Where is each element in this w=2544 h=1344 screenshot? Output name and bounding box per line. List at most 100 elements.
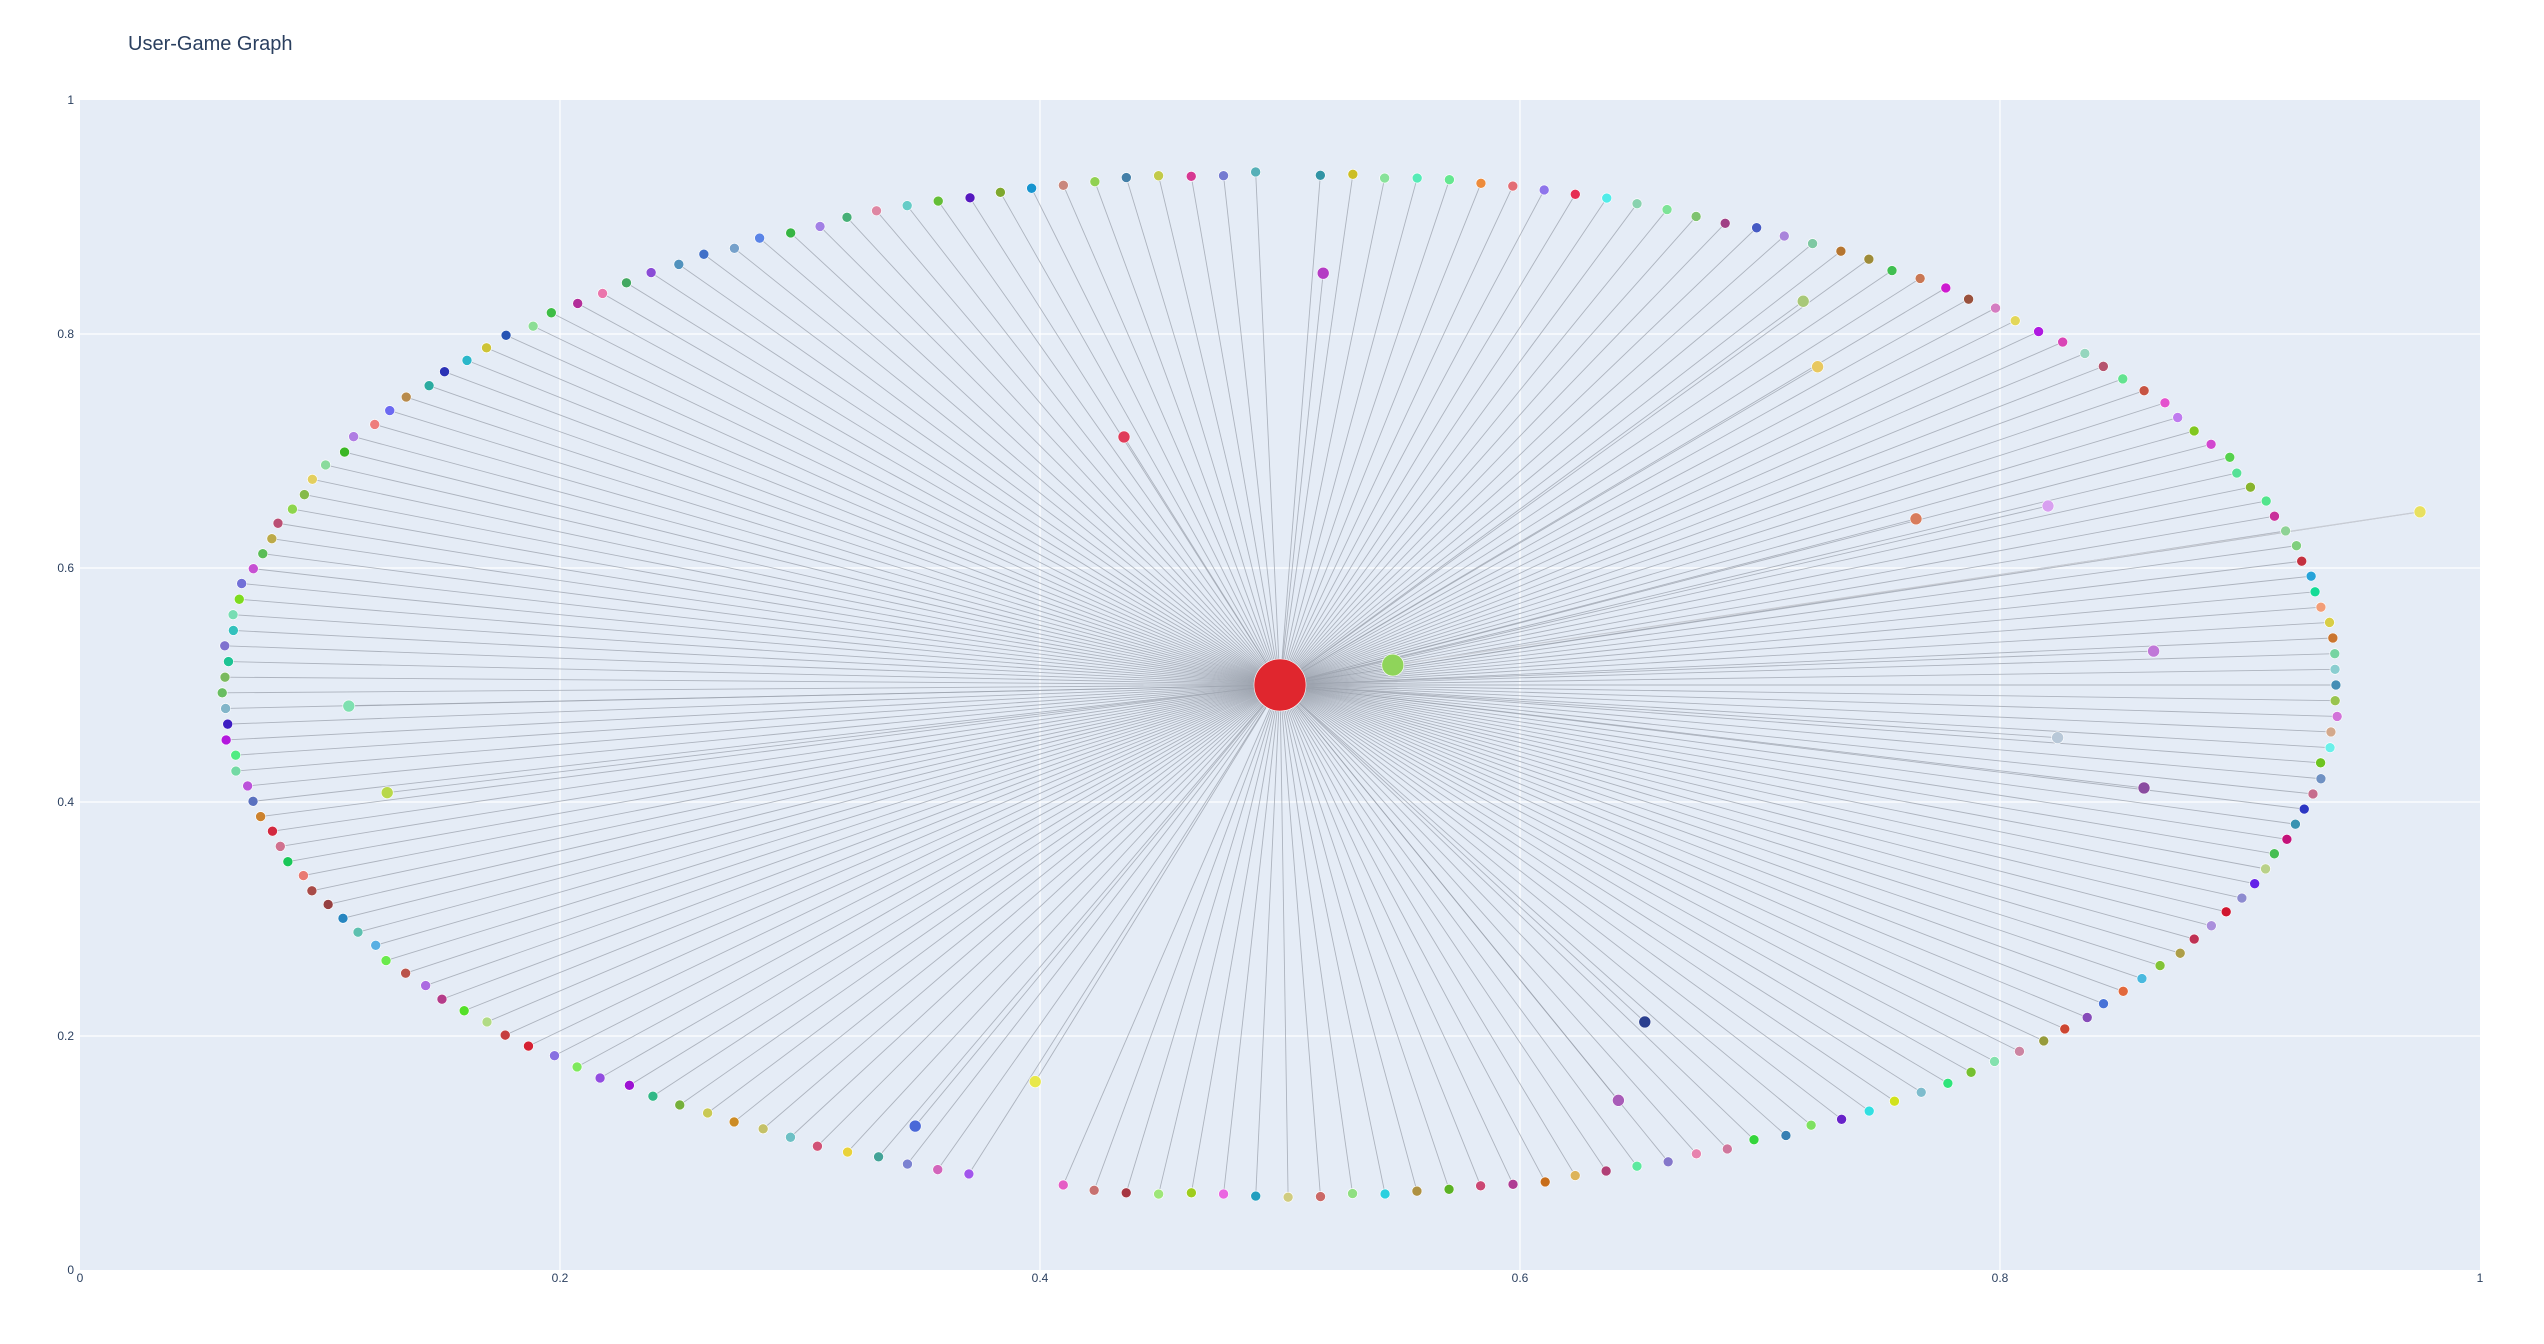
ring-node[interactable] <box>2260 863 2271 875</box>
ring-node[interactable] <box>400 967 411 979</box>
ring-node[interactable] <box>1026 182 1037 194</box>
outlier-node[interactable] <box>1117 430 1131 444</box>
ring-node[interactable] <box>298 870 309 881</box>
ring-node[interactable] <box>2309 586 2321 598</box>
ring-node[interactable] <box>2220 906 2232 918</box>
ring-node[interactable] <box>873 1151 884 1163</box>
ring-node[interactable] <box>1748 1134 1760 1146</box>
ring-node[interactable] <box>2081 1012 2093 1023</box>
ring-node[interactable] <box>1807 238 1818 249</box>
ring-node[interactable] <box>400 391 412 403</box>
ring-node[interactable] <box>2315 601 2327 613</box>
ring-node[interactable] <box>698 248 710 260</box>
ring-node[interactable] <box>1058 179 1069 191</box>
outlier-node[interactable] <box>2041 499 2055 513</box>
ring-node[interactable] <box>223 656 234 667</box>
outlier-node[interactable] <box>2051 731 2064 744</box>
ring-node[interactable] <box>1186 1187 1197 1199</box>
ring-node[interactable] <box>458 1005 470 1017</box>
ring-node[interactable] <box>267 825 278 837</box>
ring-node[interactable] <box>2014 1046 2025 1057</box>
outlier-node[interactable] <box>1811 360 1824 374</box>
graph-nodes[interactable] <box>216 166 2427 1203</box>
ring-node[interactable] <box>645 267 657 278</box>
secondary-node[interactable] <box>1381 653 1405 677</box>
ring-node[interactable] <box>647 1090 659 1102</box>
ring-node[interactable] <box>248 563 259 574</box>
ring-node[interactable] <box>841 212 853 223</box>
ring-node[interactable] <box>2236 892 2248 904</box>
ring-node[interactable] <box>481 1016 493 1028</box>
outlier-node[interactable] <box>342 699 356 713</box>
ring-node[interactable] <box>2291 540 2302 551</box>
ring-node[interactable] <box>500 329 512 341</box>
ring-node[interactable] <box>255 811 266 822</box>
ring-node[interactable] <box>1835 245 1847 257</box>
ring-node[interactable] <box>2305 570 2317 582</box>
ring-node[interactable] <box>439 366 450 378</box>
ring-node[interactable] <box>2224 452 2236 463</box>
ring-node[interactable] <box>1631 1160 1643 1172</box>
ring-node[interactable] <box>1719 217 1731 229</box>
ring-node[interactable] <box>785 227 796 239</box>
ring-node[interactable] <box>1057 1179 1069 1191</box>
ring-node[interactable] <box>230 765 242 777</box>
outlier-node[interactable] <box>1316 266 1330 280</box>
ring-node[interactable] <box>1778 230 1790 242</box>
ring-node[interactable] <box>2188 933 2200 945</box>
ring-node[interactable] <box>380 955 392 966</box>
ring-node[interactable] <box>1218 170 1229 182</box>
ring-node[interactable] <box>1282 1191 1294 1203</box>
ring-node[interactable] <box>1411 172 1423 184</box>
ring-node[interactable] <box>2290 818 2301 830</box>
ring-node[interactable] <box>1600 1165 1612 1177</box>
ring-node[interactable] <box>2307 788 2319 800</box>
ring-node[interactable] <box>1889 1095 1900 1107</box>
ring-node[interactable] <box>2329 695 2341 706</box>
ring-node[interactable] <box>757 1123 769 1135</box>
ring-node[interactable] <box>571 1061 583 1073</box>
ring-node[interactable] <box>1805 1119 1817 1131</box>
ring-node[interactable] <box>621 277 632 289</box>
ring-node[interactable] <box>2079 348 2091 359</box>
ring-node[interactable] <box>2296 555 2308 567</box>
ring-node[interactable] <box>287 503 298 515</box>
ring-node[interactable] <box>1153 1188 1164 1200</box>
ring-node[interactable] <box>932 195 944 207</box>
ring-node[interactable] <box>1153 170 1164 182</box>
ring-node[interactable] <box>236 578 247 589</box>
ring-node[interactable] <box>1990 302 2001 314</box>
ring-node[interactable] <box>339 446 350 458</box>
outlier-node[interactable] <box>2137 781 2151 795</box>
ring-node[interactable] <box>527 320 539 332</box>
ring-node[interactable] <box>219 671 231 683</box>
ring-node[interactable] <box>871 205 882 217</box>
ring-node[interactable] <box>420 980 431 991</box>
ring-node[interactable] <box>1965 1066 1977 1078</box>
ring-node[interactable] <box>2260 495 2272 507</box>
ring-node[interactable] <box>307 473 318 485</box>
ring-node[interactable] <box>1475 1180 1486 1192</box>
ring-node[interactable] <box>1347 1188 1358 1199</box>
ring-node[interactable] <box>901 200 913 211</box>
ring-node[interactable] <box>2231 467 2243 479</box>
ring-node[interactable] <box>932 1164 944 1175</box>
ring-node[interactable] <box>702 1107 713 1119</box>
ring-node[interactable] <box>2329 664 2341 675</box>
ring-node[interactable] <box>2009 315 2021 327</box>
ring-node[interactable] <box>785 1131 796 1143</box>
ring-node[interactable] <box>2059 1023 2071 1035</box>
ring-node[interactable] <box>1538 184 1550 196</box>
ring-node[interactable] <box>272 517 284 529</box>
ring-node[interactable] <box>673 259 685 270</box>
ring-node[interactable] <box>2281 833 2293 845</box>
ring-node[interactable] <box>2117 985 2129 997</box>
ring-node[interactable] <box>1722 1143 1733 1155</box>
ring-node[interactable] <box>523 1040 534 1052</box>
ring-node[interactable] <box>2315 757 2326 769</box>
ring-node[interactable] <box>1218 1188 1229 1200</box>
ring-node[interactable] <box>1315 170 1326 181</box>
ring-node[interactable] <box>1443 1183 1455 1195</box>
ring-node[interactable] <box>257 548 269 560</box>
ring-node[interactable] <box>481 342 492 354</box>
